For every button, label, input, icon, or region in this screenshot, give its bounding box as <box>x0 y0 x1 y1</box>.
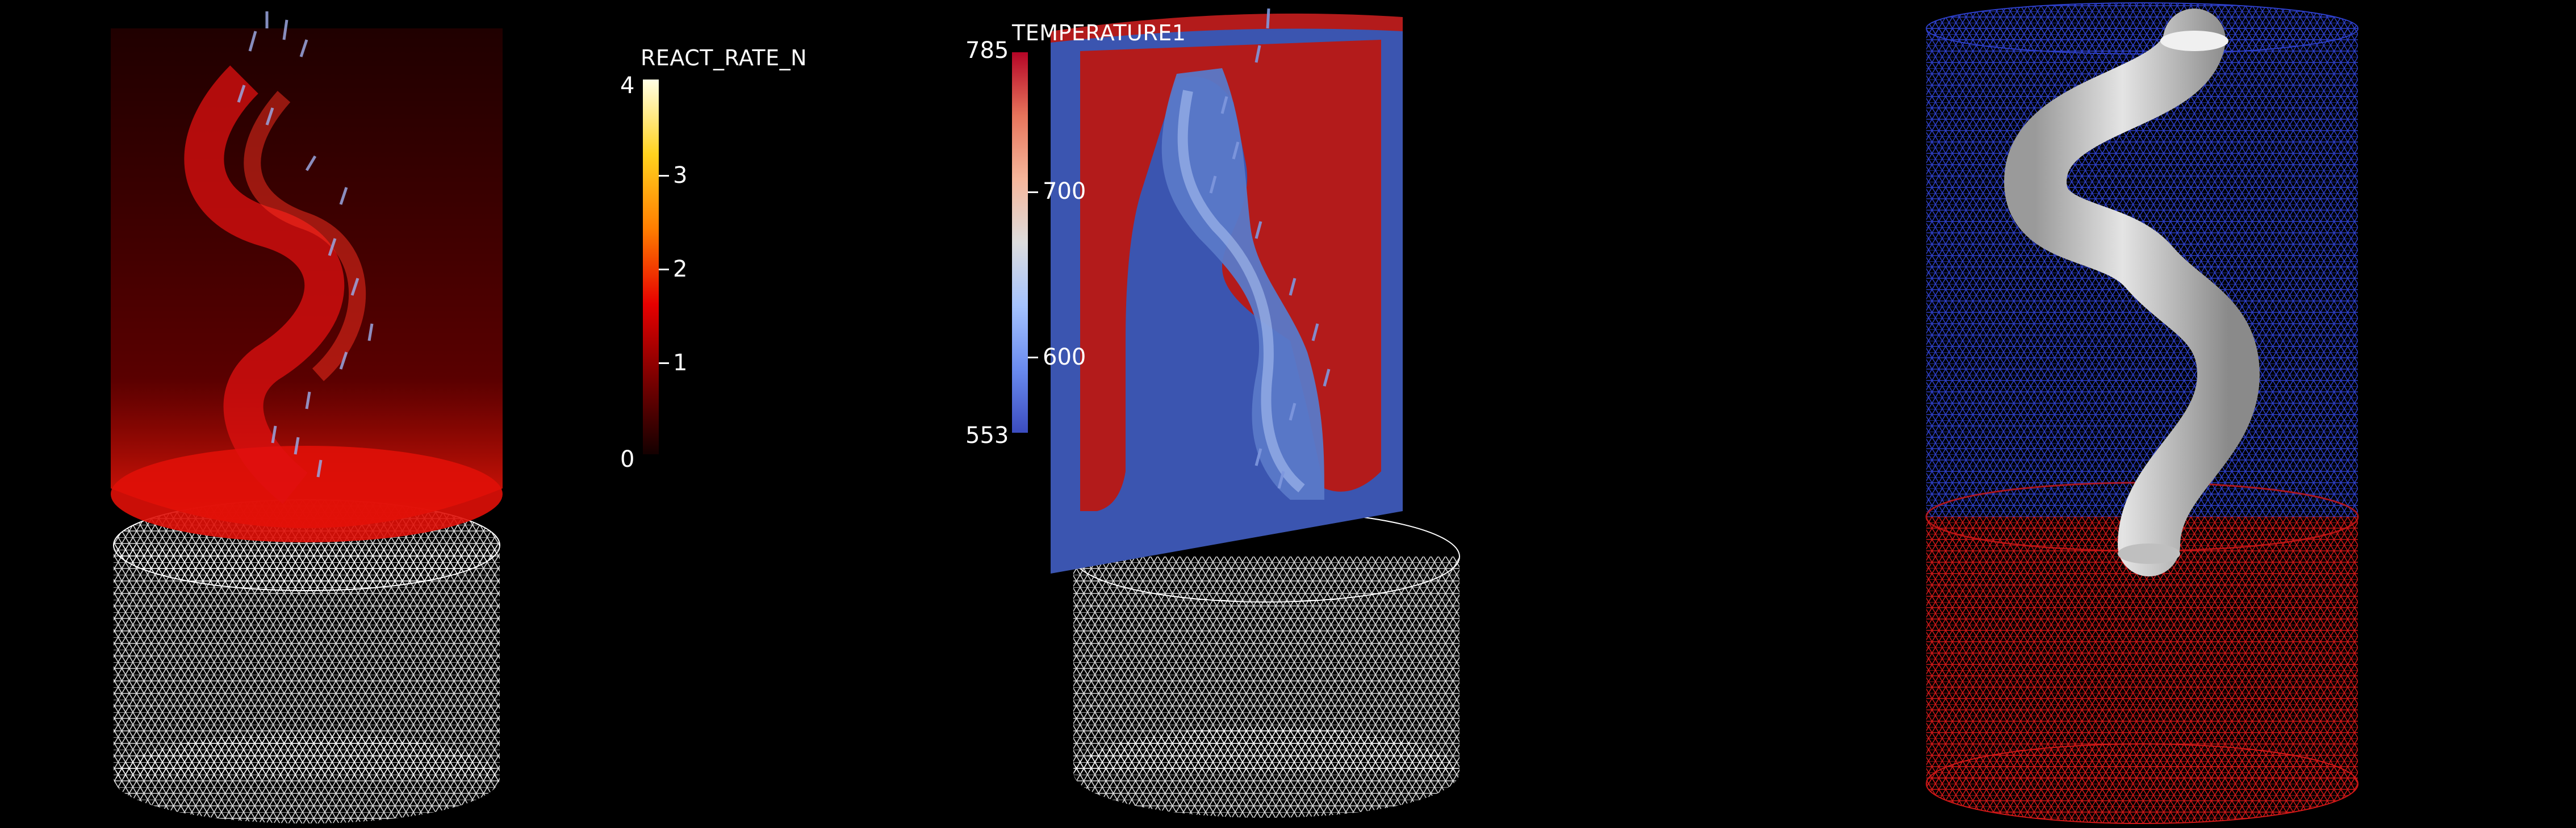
colorbar-gradient <box>643 80 659 454</box>
colorbar-tick-label: 0 <box>620 446 635 472</box>
panel-reaction-rate: REACT_RATE_N 4 3 2 1 0 <box>0 0 859 828</box>
velocity-glyphs <box>1209 8 1331 489</box>
colorbar-tick <box>659 175 669 177</box>
colorbar-max-label: 785 <box>965 37 1009 64</box>
colorbar-tick-label: 2 <box>673 256 688 282</box>
base-mesh-cylinder <box>1073 511 1460 818</box>
colorbar-tick <box>659 269 669 270</box>
panel-temperature: TEMPERATURE1 785 700 600 553 <box>859 0 1717 828</box>
colorbar-tick-label: 3 <box>673 162 688 189</box>
velocity-glyphs <box>237 11 374 478</box>
colorbar-tick <box>659 362 669 364</box>
mesh-tube-render <box>1925 2 2359 824</box>
temperature-slice <box>1051 13 1403 574</box>
s-shaped-tube <box>2004 9 2260 576</box>
colorbar-tick-label: 600 <box>1043 344 1086 370</box>
temperature-render <box>1051 8 1460 818</box>
colorbar-title: REACT_RATE_N <box>641 45 808 70</box>
outer-mesh-cylinder <box>1925 2 2359 824</box>
colorbar-tick <box>1028 191 1038 193</box>
colorbar-min-label: 553 <box>965 423 1009 449</box>
colorbar-tick-label: 1 <box>673 350 688 376</box>
colorbar-gradient <box>1012 52 1028 433</box>
reaction-volume <box>111 28 503 542</box>
colorbar-title: TEMPERATURE1 <box>1012 20 1186 45</box>
panel-mesh-tube <box>1717 0 2576 828</box>
colorbar-tick <box>1028 357 1038 358</box>
base-mesh-cylinder <box>113 499 500 823</box>
colorbar-tick-label: 4 <box>620 73 635 99</box>
reaction-rate-render <box>111 11 503 823</box>
colorbar-tick-label: 700 <box>1043 178 1086 204</box>
